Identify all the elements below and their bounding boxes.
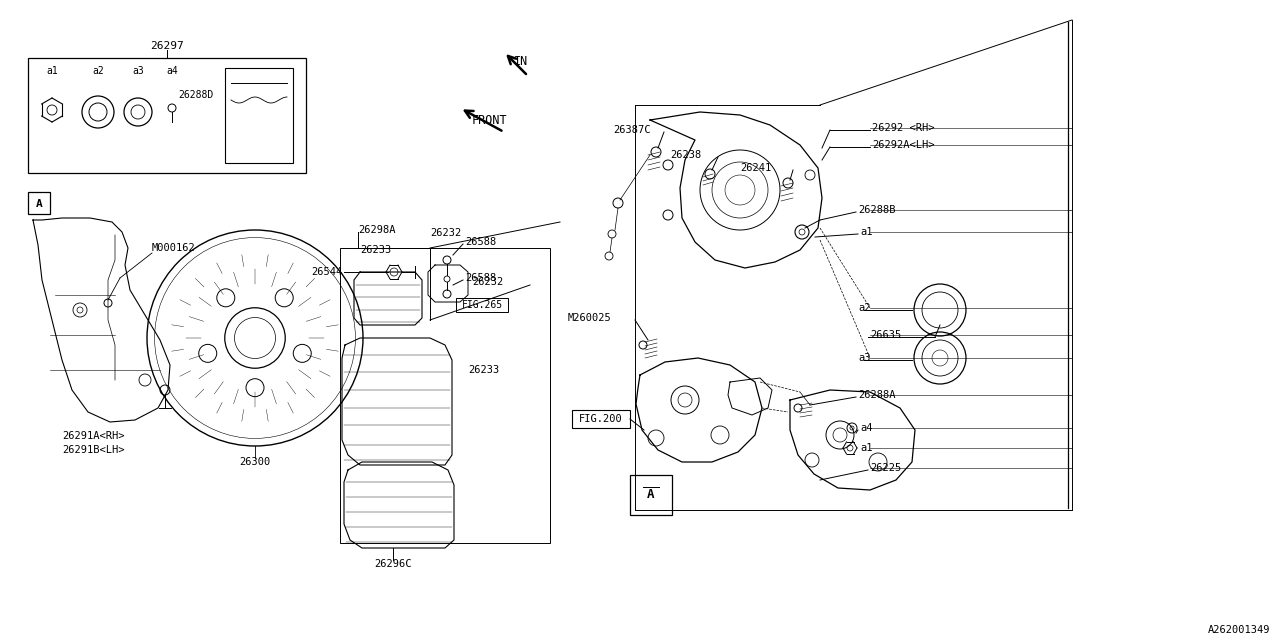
Bar bbox=[572, 410, 630, 428]
Text: 26225: 26225 bbox=[870, 463, 901, 473]
Text: 26238: 26238 bbox=[669, 150, 701, 160]
Text: 26241: 26241 bbox=[740, 163, 772, 173]
Text: 26387C: 26387C bbox=[613, 125, 650, 135]
Text: a2: a2 bbox=[858, 303, 870, 313]
Text: 26288D: 26288D bbox=[178, 90, 214, 100]
Text: a1: a1 bbox=[860, 227, 873, 237]
Text: 26297: 26297 bbox=[150, 41, 184, 51]
Text: 26298A: 26298A bbox=[358, 225, 396, 235]
Text: 26296C: 26296C bbox=[374, 559, 412, 569]
Text: A262001349: A262001349 bbox=[1207, 625, 1270, 635]
Text: a3: a3 bbox=[132, 66, 143, 76]
Text: a4: a4 bbox=[166, 66, 178, 76]
Text: a1: a1 bbox=[46, 66, 58, 76]
Text: FIG.265: FIG.265 bbox=[461, 300, 503, 310]
Text: 26288B: 26288B bbox=[858, 205, 896, 215]
Bar bbox=[340, 248, 550, 543]
Text: 26232: 26232 bbox=[430, 228, 461, 238]
Text: 26588: 26588 bbox=[465, 237, 497, 247]
Text: 26288A: 26288A bbox=[858, 390, 896, 400]
Text: IN: IN bbox=[515, 54, 529, 67]
Text: 26291A<RH>: 26291A<RH> bbox=[61, 431, 124, 441]
Text: 26635: 26635 bbox=[870, 330, 901, 340]
Bar bbox=[630, 475, 672, 515]
Bar bbox=[225, 68, 293, 163]
Text: 26588: 26588 bbox=[465, 273, 497, 283]
Bar bbox=[28, 192, 50, 214]
Text: M260025: M260025 bbox=[568, 313, 612, 323]
Text: A: A bbox=[36, 199, 42, 209]
Bar bbox=[28, 58, 306, 173]
Text: FIG.200: FIG.200 bbox=[579, 414, 623, 424]
Text: FRONT: FRONT bbox=[472, 113, 508, 127]
Text: a3: a3 bbox=[858, 353, 870, 363]
Text: a1: a1 bbox=[860, 443, 873, 453]
Text: 26300: 26300 bbox=[239, 457, 270, 467]
Text: 26233: 26233 bbox=[360, 245, 392, 255]
Bar bbox=[456, 298, 508, 312]
Text: A: A bbox=[648, 488, 655, 502]
Text: 26292 <RH>: 26292 <RH> bbox=[872, 123, 934, 133]
Text: 26291B<LH>: 26291B<LH> bbox=[61, 445, 124, 455]
Text: 26233: 26233 bbox=[468, 365, 499, 375]
Text: a4: a4 bbox=[860, 423, 873, 433]
Text: M000162: M000162 bbox=[152, 243, 196, 253]
Text: 26232: 26232 bbox=[472, 277, 503, 287]
Text: 26292A<LH>: 26292A<LH> bbox=[872, 140, 934, 150]
Text: 26544: 26544 bbox=[311, 267, 342, 277]
Text: a2: a2 bbox=[92, 66, 104, 76]
